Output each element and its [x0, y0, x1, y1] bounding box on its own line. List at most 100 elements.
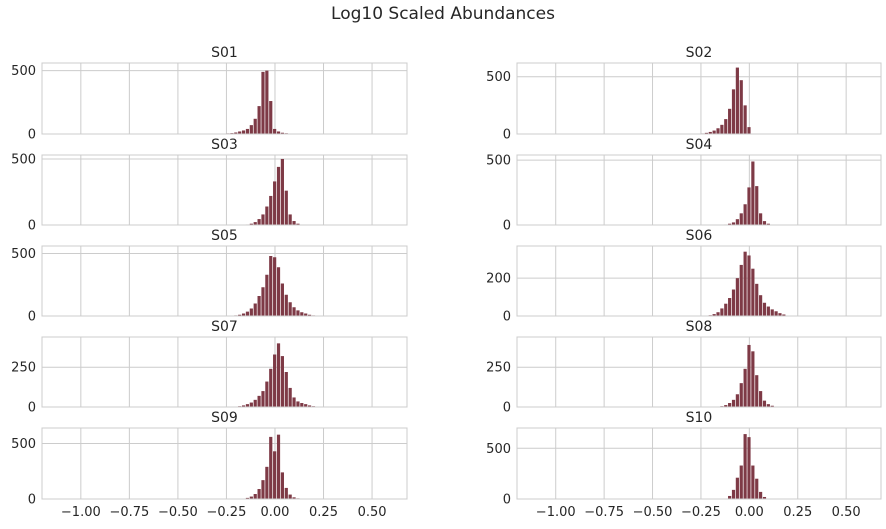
histogram-bar [265, 274, 269, 316]
histogram-bar [728, 108, 732, 134]
panel-s10: 0 500 S10 −1.00 −0.75 −0.50 −0.25 0.00 0.25 0.50 [486, 410, 882, 520]
histogram-bar [265, 466, 269, 499]
histogram-bar [276, 131, 281, 134]
x-tick-label: 0.00 [261, 505, 290, 520]
histogram-bar [743, 251, 747, 316]
histogram-bar [284, 487, 288, 499]
histogram-bar [296, 310, 300, 317]
y-tick-label: 0 [503, 219, 511, 234]
plot-frame [41, 336, 408, 408]
plot-frame [41, 245, 408, 317]
plot-area [517, 63, 881, 134]
histogram-bar [770, 405, 774, 407]
plot-frame [41, 427, 408, 500]
histogram-bar [716, 312, 720, 316]
y-tick-label: 500 [11, 437, 36, 452]
histogram-bar [257, 219, 261, 225]
panel-title: S07 [211, 319, 238, 335]
histogram-bar [292, 221, 296, 225]
histogram-bar [739, 383, 743, 407]
histogram-bar [296, 401, 300, 407]
histogram-bar [731, 399, 736, 407]
x-tick-label: 0.25 [783, 505, 812, 520]
histogram-bar [747, 187, 751, 225]
histogram-bar [249, 308, 253, 316]
plot-area [517, 246, 881, 316]
panel-title: S02 [686, 45, 713, 61]
histogram-bar [755, 478, 759, 499]
histogram-bar [751, 465, 755, 499]
panel-title: S08 [686, 319, 713, 335]
x-tick-label: −0.50 [633, 505, 673, 520]
y-tick-label: 0 [28, 493, 36, 508]
y-tick-label: 0 [28, 128, 36, 143]
histogram-bar [766, 404, 770, 407]
histogram-bar [731, 89, 736, 134]
histogram-bar [751, 268, 755, 316]
histogram-bar [280, 158, 284, 225]
x-tick-label: −0.50 [158, 505, 198, 520]
panel-s04: 0 500 S04 [486, 137, 882, 234]
y-tick-label: 500 [486, 154, 511, 169]
histogram-bar [739, 264, 743, 316]
histogram-bar [257, 489, 261, 499]
x-tick-label: −0.75 [584, 505, 624, 520]
histogram-bar [245, 128, 250, 134]
histogram-bar [288, 494, 292, 499]
plot-frame [516, 427, 882, 500]
panel-s08: 0 250 S08 [486, 319, 882, 416]
histogram-bar [307, 314, 312, 316]
y-tick-label: 200 [486, 272, 511, 287]
plot-frame [516, 336, 882, 408]
y-tick-label: 0 [503, 401, 511, 416]
panel-s03: 0 500 S03 [11, 137, 408, 234]
histogram-bar [273, 128, 277, 134]
histogram-bar [755, 283, 759, 316]
plot-area [42, 63, 407, 134]
y-tick-label: 500 [11, 247, 36, 262]
y-tick-label: 250 [11, 361, 36, 376]
histogram-bar [759, 295, 763, 316]
y-tick-label: 0 [28, 310, 36, 325]
histogram-bar [728, 298, 732, 316]
histogram-bar [731, 489, 736, 499]
panel-title: S03 [211, 137, 238, 153]
histogram-bar [280, 356, 284, 407]
histogram-bar [743, 434, 747, 499]
panel-s06: 0 200 S06 [486, 228, 882, 325]
histogram-bar [762, 400, 767, 407]
histogram-bar [253, 494, 257, 499]
histogram-bar [238, 314, 242, 316]
histogram-bar [739, 80, 743, 134]
histogram-bar [743, 105, 747, 134]
histogram-bar [770, 309, 774, 316]
panel-title: S05 [211, 228, 238, 244]
histogram-bar [238, 131, 242, 134]
panel-title: S10 [686, 410, 713, 426]
x-tick-label: 0.50 [358, 505, 387, 520]
histogram-bar [704, 132, 708, 134]
histogram-bar [234, 132, 238, 134]
panel-s07: 0 250 S07 [11, 319, 408, 416]
histogram-bar [269, 436, 273, 500]
histogram-bar [307, 405, 312, 407]
plot-area [517, 428, 881, 499]
histogram-bar [747, 127, 751, 134]
histogram-bar [284, 294, 288, 316]
histogram-bar [747, 437, 751, 499]
histogram-bar [743, 368, 747, 407]
y-tick-label: 0 [503, 310, 511, 325]
histogram-bar [735, 394, 739, 407]
histogram-bar [265, 70, 269, 134]
histogram-bar [249, 402, 253, 407]
plot-area [517, 337, 881, 407]
histogram-bar [724, 119, 728, 134]
histogram-bar [728, 403, 732, 407]
histogram-bar [762, 302, 767, 316]
histogram-bar [304, 404, 308, 407]
panel-title: S06 [686, 228, 713, 244]
histogram-bar [276, 434, 281, 499]
histogram-bar [280, 132, 284, 134]
histogram-bar [296, 223, 300, 225]
